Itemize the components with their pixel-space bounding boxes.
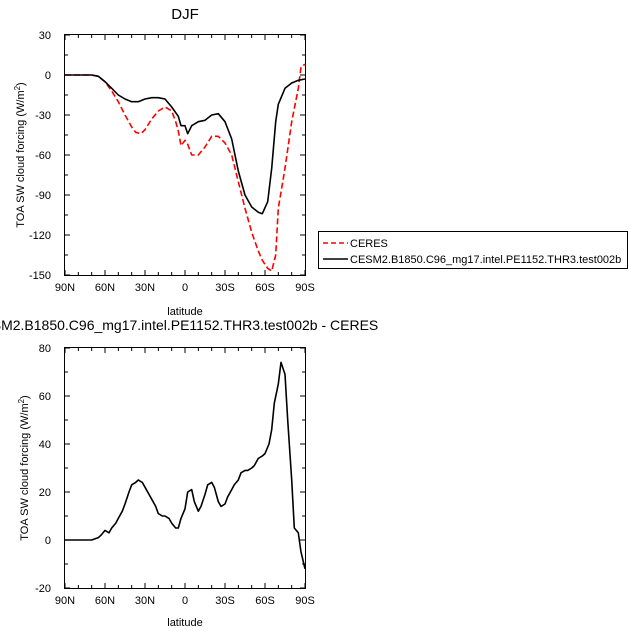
bottom-x-tick-label: 90S — [295, 595, 315, 607]
top-series-line-model — [65, 74, 306, 215]
top-y-tick-label: -60 — [35, 150, 51, 162]
bottom-x-tick-label: 60S — [255, 595, 275, 607]
bottom-series-line-difference — [65, 361, 306, 569]
bottom-y-tick-label: 0 — [45, 535, 51, 547]
top-chart-panel: DJF 90N 60N 30N 0 30S 60S 90S 30 0 -30 -60 -90 -120 -… — [13, 6, 315, 318]
top-y-tick-label: 0 — [45, 70, 51, 82]
bottom-chart-title: SM2.B1850.C96_mg17.intel.PE1152.THR3.tes… — [0, 317, 378, 333]
bottom-x-tick-label: 90N — [55, 595, 75, 607]
top-y-tick-label: -30 — [35, 110, 51, 122]
top-y-tick-label: 30 — [39, 30, 51, 42]
top-chart-frame — [64, 34, 306, 276]
bottom-chart-x-label: latitude — [167, 617, 202, 629]
top-chart-y-label: TOA SW cloud forcing (W/m2) — [13, 82, 27, 227]
bottom-chart-frame — [64, 347, 306, 589]
bottom-x-tick-label: 30S — [215, 595, 235, 607]
bottom-y-tick-label: 80 — [39, 343, 51, 355]
top-x-tick-label: 60S — [255, 282, 275, 294]
bottom-chart-grid-layer: 90N 60N 30N 0 30S 60S 90S 80 60 40 20 0 -20 — [35, 343, 315, 607]
top-y-tick-label: -90 — [35, 190, 51, 202]
bottom-x-tick-label: 60N — [95, 595, 115, 607]
bottom-chart-y-label: TOA SW cloud forcing (W/m2) — [17, 395, 31, 540]
top-series-line-ceres — [65, 63, 306, 272]
top-chart-series-layer — [65, 63, 306, 272]
top-x-tick-label: 30S — [215, 282, 235, 294]
bottom-y-tick-label: 20 — [39, 487, 51, 499]
top-y-tick-label: -150 — [29, 270, 51, 282]
bottom-y-tick-label: -20 — [35, 583, 51, 595]
top-chart-x-label: latitude — [167, 306, 202, 318]
top-x-tick-label: 60N — [95, 282, 115, 294]
top-x-tick-label: 90S — [295, 282, 315, 294]
bottom-chart-panel: SM2.B1850.C96_mg17.intel.PE1152.THR3.tes… — [0, 317, 378, 629]
legend-label-model: CESM2.B1850.C96_mg17.intel.PE1152.THR3.t… — [350, 254, 621, 266]
top-x-tick-label: 30N — [135, 282, 155, 294]
legend-box — [318, 231, 628, 269]
bottom-x-tick-label: 0 — [182, 595, 188, 607]
top-chart-title: DJF — [171, 6, 199, 23]
bottom-y-tick-label: 60 — [39, 391, 51, 403]
top-x-tick-label: 0 — [182, 282, 188, 294]
legend-label-ceres: CERES — [350, 238, 388, 250]
bottom-y-tick-label: 40 — [39, 439, 51, 451]
bottom-x-tick-label: 30N — [135, 595, 155, 607]
bottom-chart-series-layer — [65, 361, 306, 569]
top-y-tick-label: -120 — [29, 230, 51, 242]
top-chart-grid-layer: 90N 60N 30N 0 30S 60S 90S 30 0 -30 -60 -90 -120 -150 — [29, 30, 315, 294]
top-chart-legend: CERES CESM2.B1850.C96_mg17.intel.PE1152.… — [318, 231, 628, 269]
top-x-tick-label: 90N — [55, 282, 75, 294]
